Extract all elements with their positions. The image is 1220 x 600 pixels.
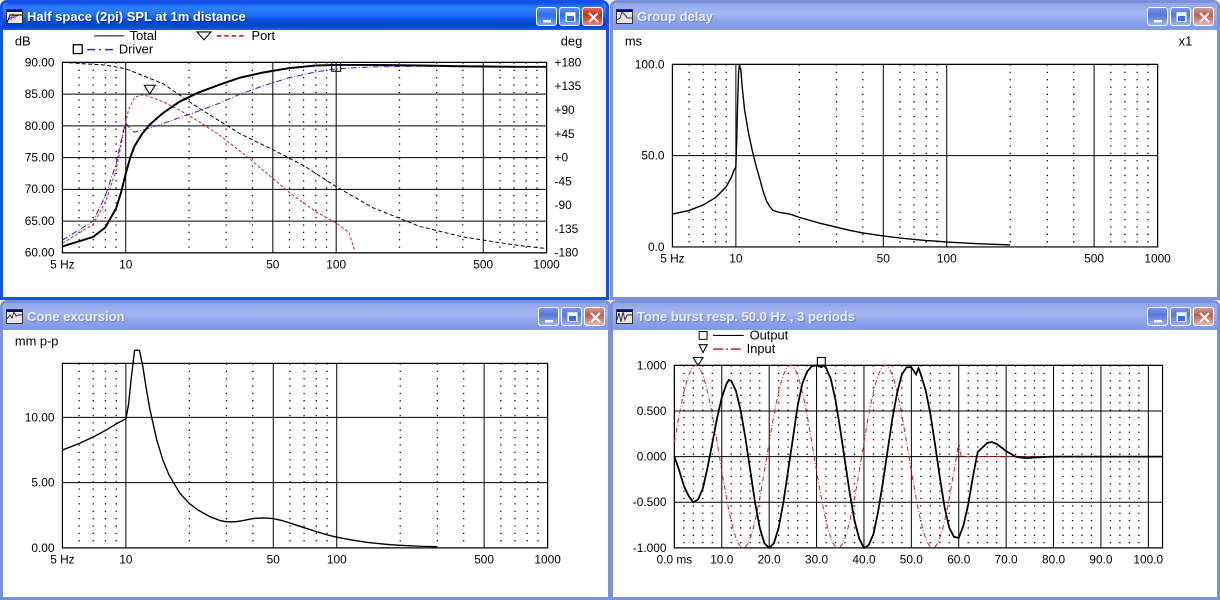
svg-text:500: 500 [1084, 252, 1104, 266]
svg-text:+0: +0 [555, 151, 569, 165]
svg-text:90.00: 90.00 [25, 55, 55, 69]
svg-text:50: 50 [877, 252, 891, 266]
svg-text:-135: -135 [555, 222, 579, 236]
svg-text:Input: Input [747, 341, 776, 356]
svg-text:50: 50 [266, 258, 280, 272]
svg-text:65.00: 65.00 [25, 214, 55, 228]
svg-text:0.500: 0.500 [637, 404, 667, 418]
svg-text:85.00: 85.00 [25, 87, 55, 101]
svg-text:50.0: 50.0 [641, 149, 665, 163]
svg-text:-45: -45 [555, 174, 573, 188]
svg-text:0.000: 0.000 [637, 450, 667, 464]
svg-text:0.0: 0.0 [648, 240, 665, 254]
svg-text:10: 10 [729, 252, 743, 266]
svg-text:100.0: 100.0 [1133, 553, 1163, 567]
svg-text:10: 10 [119, 553, 133, 567]
svg-text:10: 10 [119, 258, 133, 272]
svg-text:10.00: 10.00 [25, 410, 55, 424]
svg-text:10.0: 10.0 [710, 553, 734, 567]
svg-text:+180: +180 [555, 55, 582, 69]
svg-text:40.0: 40.0 [852, 553, 876, 567]
svg-text:100.0: 100.0 [635, 57, 665, 71]
svg-text:30.0: 30.0 [805, 553, 829, 567]
svg-text:-90: -90 [555, 198, 573, 212]
svg-text:50: 50 [267, 553, 281, 567]
svg-text:70.0: 70.0 [995, 553, 1019, 567]
svg-text:20.0: 20.0 [758, 553, 782, 567]
svg-text:100: 100 [326, 258, 346, 272]
svg-text:dB: dB [15, 34, 31, 49]
svg-text:75.00: 75.00 [25, 151, 55, 165]
svg-text:100: 100 [937, 252, 957, 266]
svg-text:0.00: 0.00 [31, 541, 55, 555]
svg-text:x1: x1 [1179, 34, 1193, 49]
svg-text:80.0: 80.0 [1042, 553, 1066, 567]
svg-text:+135: +135 [555, 79, 582, 93]
svg-text:mm p-p: mm p-p [15, 334, 59, 349]
svg-text:ms: ms [625, 34, 642, 49]
svg-text:-180: -180 [555, 246, 579, 260]
svg-text:50.0: 50.0 [900, 553, 924, 567]
svg-text:+90: +90 [555, 103, 576, 117]
svg-text:80.00: 80.00 [25, 119, 55, 133]
svg-text:500: 500 [473, 258, 493, 272]
svg-text:100: 100 [327, 553, 347, 567]
svg-text:1.000: 1.000 [637, 358, 667, 372]
svg-text:500: 500 [474, 553, 494, 567]
svg-text:70.00: 70.00 [25, 182, 55, 196]
svg-text:1000: 1000 [534, 553, 561, 567]
svg-text:-0.500: -0.500 [633, 495, 667, 509]
svg-text:Driver: Driver [119, 42, 154, 57]
svg-text:5.00: 5.00 [31, 476, 55, 490]
svg-text:90.0: 90.0 [1089, 553, 1113, 567]
svg-text:Port: Port [252, 30, 276, 43]
svg-text:+45: +45 [555, 127, 576, 141]
svg-text:60.0: 60.0 [947, 553, 971, 567]
svg-text:60.00: 60.00 [25, 246, 55, 260]
svg-text:1000: 1000 [1144, 252, 1171, 266]
svg-text:deg: deg [561, 34, 582, 49]
svg-text:-1.000: -1.000 [633, 541, 667, 555]
